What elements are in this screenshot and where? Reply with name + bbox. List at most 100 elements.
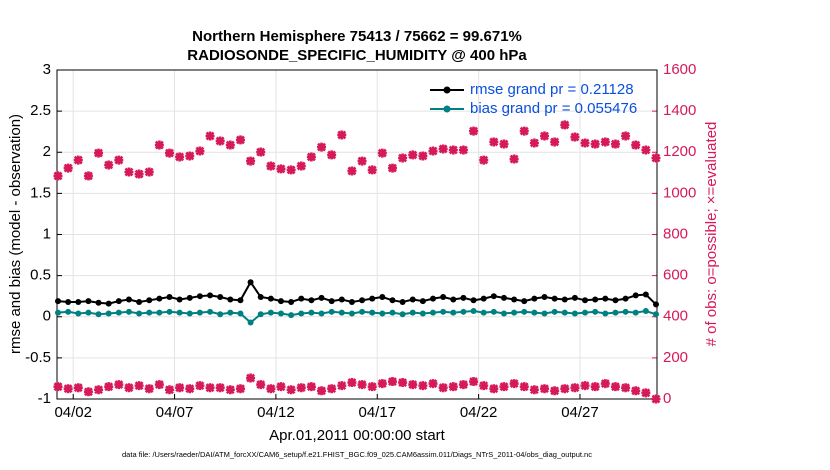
point-marker bbox=[125, 308, 132, 315]
point-marker bbox=[430, 295, 437, 302]
y2-tick-label: 800 bbox=[663, 225, 688, 242]
point-marker bbox=[146, 309, 153, 316]
point-marker bbox=[652, 311, 659, 318]
point-marker bbox=[207, 292, 214, 299]
count-marker bbox=[540, 384, 549, 394]
count-marker bbox=[651, 153, 661, 163]
point-marker bbox=[75, 310, 82, 317]
point-marker bbox=[541, 294, 548, 301]
y-tick-label: 0 bbox=[43, 308, 51, 325]
point-marker bbox=[419, 310, 426, 317]
point-marker bbox=[652, 301, 659, 308]
count-marker bbox=[641, 145, 651, 155]
point-marker bbox=[196, 293, 203, 300]
count-marker bbox=[276, 164, 286, 174]
count-marker bbox=[327, 384, 337, 394]
point-marker bbox=[65, 298, 72, 305]
y2-tick-label: 1400 bbox=[663, 102, 696, 119]
x-tick-label: 04/12 bbox=[257, 404, 295, 421]
point-marker bbox=[592, 308, 599, 315]
y2-tick-label: 1200 bbox=[663, 143, 696, 160]
point-marker bbox=[490, 293, 497, 300]
count-marker bbox=[165, 148, 174, 158]
point-marker bbox=[389, 297, 396, 304]
count-marker bbox=[83, 171, 93, 181]
point-marker bbox=[338, 296, 345, 303]
point-marker bbox=[571, 294, 578, 301]
count-marker bbox=[215, 136, 225, 146]
point-marker bbox=[196, 309, 203, 316]
count-marker bbox=[175, 152, 185, 162]
point-marker bbox=[551, 295, 558, 302]
y-axis-label: rmse and bias (model - observation) bbox=[7, 114, 24, 354]
point-marker bbox=[511, 309, 518, 316]
count-marker bbox=[347, 378, 357, 388]
point-marker bbox=[318, 310, 325, 317]
count-marker bbox=[540, 131, 549, 141]
point-marker bbox=[207, 308, 214, 315]
count-marker bbox=[489, 137, 499, 147]
count-marker bbox=[63, 163, 73, 173]
x-tick-label: 04/17 bbox=[358, 404, 396, 421]
point-marker bbox=[642, 307, 649, 314]
point-marker bbox=[125, 296, 132, 303]
point-marker bbox=[511, 296, 518, 303]
count-marker bbox=[357, 156, 367, 166]
point-marker bbox=[156, 309, 163, 316]
count-marker bbox=[225, 385, 235, 395]
point-marker bbox=[115, 309, 122, 316]
point-marker bbox=[105, 310, 112, 317]
count-marker bbox=[519, 382, 529, 392]
count-marker bbox=[580, 381, 590, 391]
y2-axis-label: # of obs: o=possible; ×=evaluated bbox=[703, 122, 720, 347]
count-marker bbox=[215, 383, 225, 393]
count-marker bbox=[296, 383, 306, 393]
count-marker bbox=[73, 383, 83, 393]
count-marker bbox=[621, 131, 631, 141]
y-tick-label: 2 bbox=[43, 143, 51, 160]
y2-tick-label: 1600 bbox=[663, 61, 696, 78]
count-marker bbox=[357, 380, 367, 390]
count-marker bbox=[509, 154, 519, 164]
count-marker bbox=[63, 384, 73, 394]
footnote: data file: /Users/raeder/DAI/ATM_forcXX/… bbox=[122, 450, 592, 459]
point-marker bbox=[521, 308, 528, 315]
point-marker bbox=[298, 310, 305, 317]
count-marker bbox=[621, 383, 631, 393]
count-marker bbox=[73, 155, 83, 165]
point-marker bbox=[257, 311, 264, 318]
point-marker bbox=[450, 296, 457, 303]
y2-tick-label: 0 bbox=[663, 390, 671, 407]
point-marker bbox=[359, 308, 366, 315]
point-marker bbox=[561, 309, 568, 316]
count-marker bbox=[94, 148, 104, 158]
point-marker bbox=[480, 309, 487, 316]
count-marker bbox=[610, 382, 620, 392]
point-marker bbox=[217, 294, 224, 301]
count-marker bbox=[347, 166, 357, 176]
count-marker bbox=[509, 379, 519, 389]
count-marker bbox=[104, 160, 114, 170]
point-marker bbox=[318, 294, 325, 301]
count-marker bbox=[499, 382, 509, 392]
point-marker bbox=[642, 291, 649, 298]
count-marker bbox=[418, 381, 428, 391]
count-marker bbox=[266, 161, 276, 171]
count-marker bbox=[195, 381, 205, 391]
count-marker bbox=[550, 386, 560, 396]
x-tick-label: 04/22 bbox=[460, 404, 498, 421]
count-marker bbox=[53, 382, 63, 392]
series bbox=[53, 373, 661, 404]
legend-label: rmse grand pr = 0.21128 bbox=[470, 81, 634, 98]
point-marker bbox=[85, 298, 92, 305]
count-marker bbox=[134, 169, 144, 179]
count-marker bbox=[590, 139, 600, 149]
point-marker bbox=[369, 309, 376, 316]
point-marker bbox=[348, 310, 355, 317]
count-marker bbox=[519, 126, 529, 136]
point-marker bbox=[65, 308, 72, 315]
count-marker bbox=[367, 165, 377, 175]
count-marker bbox=[185, 151, 195, 161]
y-tick-label: 1 bbox=[43, 225, 51, 242]
point-marker bbox=[622, 308, 629, 315]
